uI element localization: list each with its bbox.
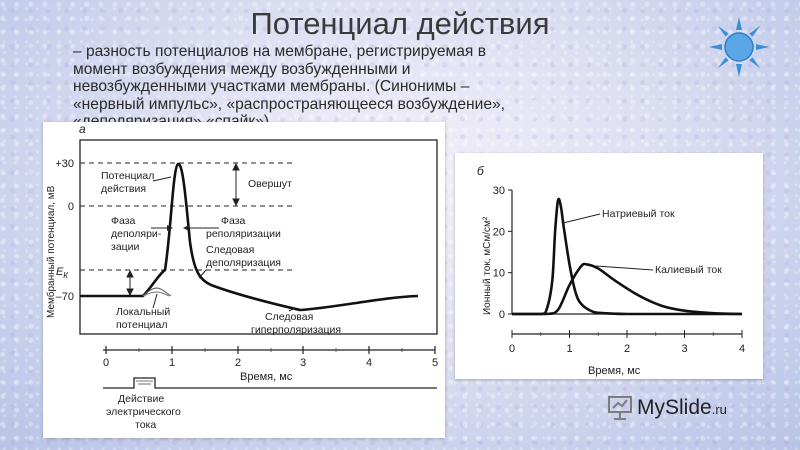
tick-ek: EК — [56, 266, 69, 280]
label-peak-1: Потенциал — [101, 170, 154, 182]
label-depol-3: зации — [111, 241, 140, 253]
myslide-watermark: MySlide.ru — [608, 396, 727, 420]
figure-a-label: а — [79, 122, 86, 136]
slide-title: Потенциал действия — [250, 6, 550, 41]
time-axis-minor-ticks — [138, 348, 403, 352]
x-tick-5: 5 — [432, 357, 438, 369]
depol-pointer-head — [167, 225, 173, 231]
label-stimulus-1: Действие — [118, 393, 164, 405]
repol-pointer-head — [183, 225, 189, 231]
sun-icon — [709, 17, 769, 77]
x-tick-1: 1 — [169, 357, 175, 369]
y-tick-label: 10 — [493, 268, 505, 280]
peak-pointer — [152, 176, 172, 182]
x-axis-title: Время, мс — [240, 371, 293, 383]
x-tick-label: 3 — [681, 343, 687, 355]
label-repol-2: реполяризации — [206, 228, 281, 240]
label-depol-1: Фаза — [111, 215, 136, 227]
overshoot-arrow — [232, 162, 240, 207]
figure-b-ionic-currents: б Ионный ток, мСм/см² 0 10 20 30 0 1 2 3 4 Натр… — [455, 153, 763, 379]
sodium-current-curve — [512, 197, 742, 316]
trace-hyper-pointer — [288, 307, 296, 312]
sodium-pointer — [562, 213, 601, 224]
label-repol-1: Фаза — [221, 215, 246, 227]
threshold-arrow — [126, 269, 134, 297]
figure-b-label: б — [477, 164, 485, 178]
presentation-icon — [608, 396, 632, 420]
sodium-current-label: Натриевый ток — [602, 208, 675, 220]
label-peak-2: действия — [101, 183, 146, 195]
label-trace-depol-2: деполяризация — [206, 257, 281, 269]
plot-frame — [79, 139, 438, 335]
label-trace-depol-1: Следовая — [206, 244, 254, 256]
x-tick-2: 2 — [235, 357, 241, 369]
x-tick-label: 4 — [739, 343, 745, 355]
label-overshoot: Овершут — [248, 178, 292, 190]
x-tick-4: 4 — [366, 357, 372, 369]
x-tick-label: 1 — [566, 343, 572, 355]
tick-zero: 0 — [68, 201, 74, 213]
label-stimulus-2: электрического — [106, 406, 181, 418]
watermark-text: MySlide.ru — [637, 396, 727, 419]
y-tick-label: 20 — [493, 226, 505, 238]
chart-x-title: Время, мс — [588, 365, 641, 377]
y-tick-label: 0 — [499, 309, 505, 321]
potassium-pointer — [595, 265, 654, 271]
label-trace-hyper-2: гиперполяризация — [251, 324, 341, 336]
label-trace-hyper-1: Следовая — [265, 311, 313, 323]
x-tick-label: 0 — [509, 343, 515, 355]
local-potential-trace-2 — [142, 291, 170, 297]
ionic-currents-chart: б Ионный ток, мСм/см² 0 10 20 30 0 1 2 3 4 Натр… — [477, 164, 745, 377]
local-pointer — [152, 293, 158, 309]
tick-plus30: +30 — [55, 158, 74, 170]
label-local-2: потенциал — [116, 319, 167, 331]
potassium-current-label: Калиевый ток — [655, 264, 722, 276]
local-potential-trace-1 — [142, 287, 172, 297]
y-axis-title: Мембранный потенциал, мВ — [45, 185, 57, 318]
tick-minus70: –70 — [56, 291, 74, 303]
x-tick-label: 2 — [624, 343, 630, 355]
label-depol-2: деполяри- — [111, 228, 162, 240]
stimulus-trace — [103, 377, 437, 389]
label-local-1: Локальный — [116, 306, 170, 318]
x-tick-3: 3 — [300, 357, 306, 369]
figure-a-action-potential: а Мембранный потенциал, мВ +30 0 EК –70 — [43, 122, 445, 438]
time-axis-ticks — [105, 346, 436, 354]
action-potential-svg: а Мембранный потенциал, мВ +30 0 EК –70 — [45, 122, 438, 431]
trace-depol-pointer — [198, 269, 207, 279]
potassium-current-curve — [512, 262, 743, 316]
y-tick-label: 30 — [493, 185, 505, 197]
action-potential-trace — [80, 162, 419, 312]
slide-subtitle: – разность потенциалов на мембране, реги… — [73, 43, 506, 130]
x-tick-0: 0 — [103, 357, 109, 369]
label-stimulus-3: тока — [135, 419, 156, 431]
chart-y-title: Ионный ток, мСм/см² — [482, 216, 493, 315]
